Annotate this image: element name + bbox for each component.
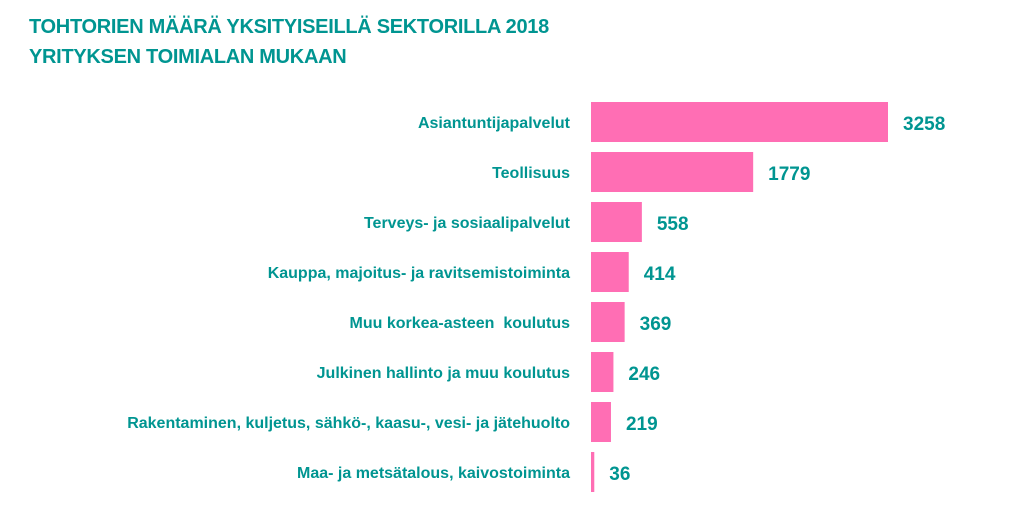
bar-6 — [591, 402, 611, 442]
category-label: Muu korkea-asteen koulutus — [350, 315, 571, 332]
value-label: 246 — [628, 364, 660, 385]
bar-0 — [591, 102, 888, 142]
bar-1 — [591, 152, 754, 192]
category-label: Terveys- ja sosiaalipalvelut — [364, 215, 571, 232]
category-label: Asiantuntijapalvelut — [418, 115, 571, 132]
bar-5 — [591, 352, 614, 392]
value-label: 36 — [609, 464, 630, 485]
chart-title: TOHTORIEN MÄÄRÄ YKSITYISEILLÄ SEKTORILLA… — [29, 16, 549, 38]
category-label: Rakentaminen, kuljetus, sähkö-, kaasu-, … — [127, 415, 570, 432]
category-label: Teollisuus — [492, 165, 570, 182]
bar-2 — [591, 202, 642, 242]
bar-4 — [591, 302, 625, 342]
category-label: Maa- ja metsätalous, kaivostoiminta — [297, 465, 570, 482]
chart-subtitle: YRITYKSEN TOIMIALAN MUKAAN — [29, 46, 347, 68]
value-label: 1779 — [768, 164, 810, 185]
value-label: 558 — [657, 214, 689, 235]
bar-7 — [591, 452, 595, 492]
value-label: 219 — [626, 414, 658, 435]
category-label: Kauppa, majoitus- ja ravitsemistoiminta — [268, 265, 570, 282]
bar-3 — [591, 252, 629, 292]
value-label: 414 — [644, 264, 676, 285]
value-label: 369 — [640, 314, 672, 335]
value-label: 3258 — [903, 114, 945, 135]
category-label: Julkinen hallinto ja muu koulutus — [317, 365, 570, 382]
